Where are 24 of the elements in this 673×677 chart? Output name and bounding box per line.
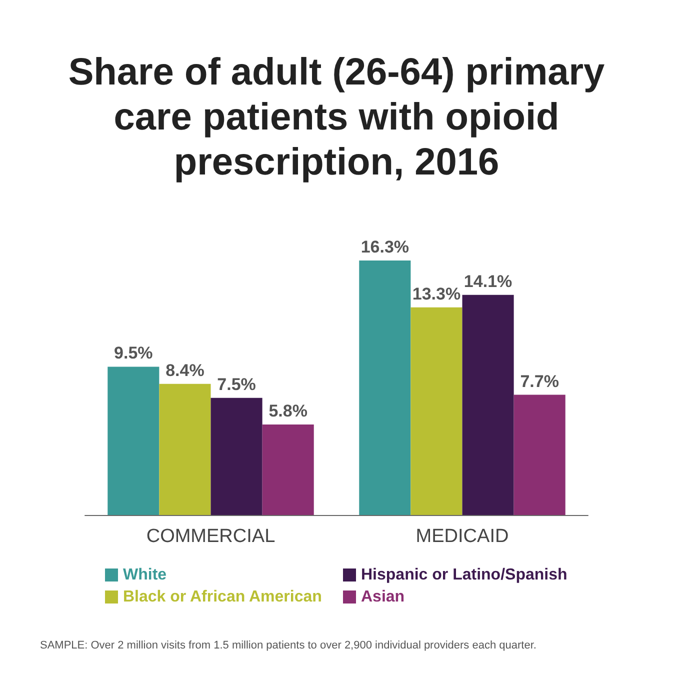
- data-label: 14.1%: [464, 272, 512, 291]
- legend-label: White: [123, 566, 167, 584]
- data-label: 8.4%: [166, 360, 204, 380]
- data-label: 5.8%: [268, 401, 308, 420]
- bar: [462, 294, 514, 515]
- chart-title: Share of adult (26-64) primary care patients with opioid prescription, 2016: [68, 52, 605, 184]
- legend-label: Asian: [361, 588, 405, 606]
- legend-label: Black or African American: [123, 588, 322, 606]
- bar: [514, 394, 566, 515]
- bar: [410, 307, 462, 515]
- x-tick-label: MEDICAID: [416, 526, 509, 547]
- data-label: 7.5%: [217, 374, 256, 394]
- text: SAMPLE: Over 2 million visits from 1.5 million patients to over 2,900 individual providers each quarter.: [40, 640, 536, 652]
- bar: [262, 424, 314, 515]
- bar: [108, 366, 160, 515]
- data-label: 16.3%: [360, 238, 410, 257]
- data-label: 9.5%: [114, 344, 153, 363]
- bar: [210, 398, 262, 515]
- bar: [159, 384, 211, 515]
- data-label: 13.3%: [412, 284, 461, 304]
- legend-label: Hispanic or Latino/Spanish: [361, 566, 568, 584]
- x-tick-label: COMMERCIAL: [146, 526, 276, 547]
- bar: [359, 260, 411, 515]
- data-label: 7.7%: [520, 372, 559, 391]
